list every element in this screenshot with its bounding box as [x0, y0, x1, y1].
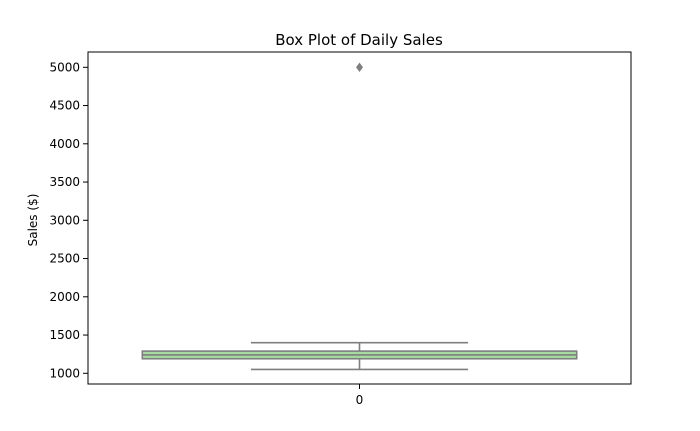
y-axis-label: Sales ($) [26, 194, 40, 247]
y-tick-label: 1500 [49, 328, 80, 342]
plot-area: 1000 1500 2000 2500 3000 3500 4000 4500 5000 0 [49, 51, 632, 407]
x-tick-label: 0 [356, 393, 364, 407]
y-tick-label: 1000 [49, 366, 80, 380]
y-tick-label: 5000 [49, 60, 80, 74]
outlier-point [356, 62, 363, 72]
y-tick-label: 4000 [49, 137, 80, 151]
y-tick-label: 3500 [49, 175, 80, 189]
y-tick-label: 4500 [49, 99, 80, 113]
y-tick-label: 2500 [49, 252, 80, 266]
y-tick-label: 3000 [49, 213, 80, 227]
y-tick-label: 2000 [49, 290, 80, 304]
chart-title: Box Plot of Daily Sales [275, 31, 443, 49]
axes-frame [87, 51, 632, 385]
